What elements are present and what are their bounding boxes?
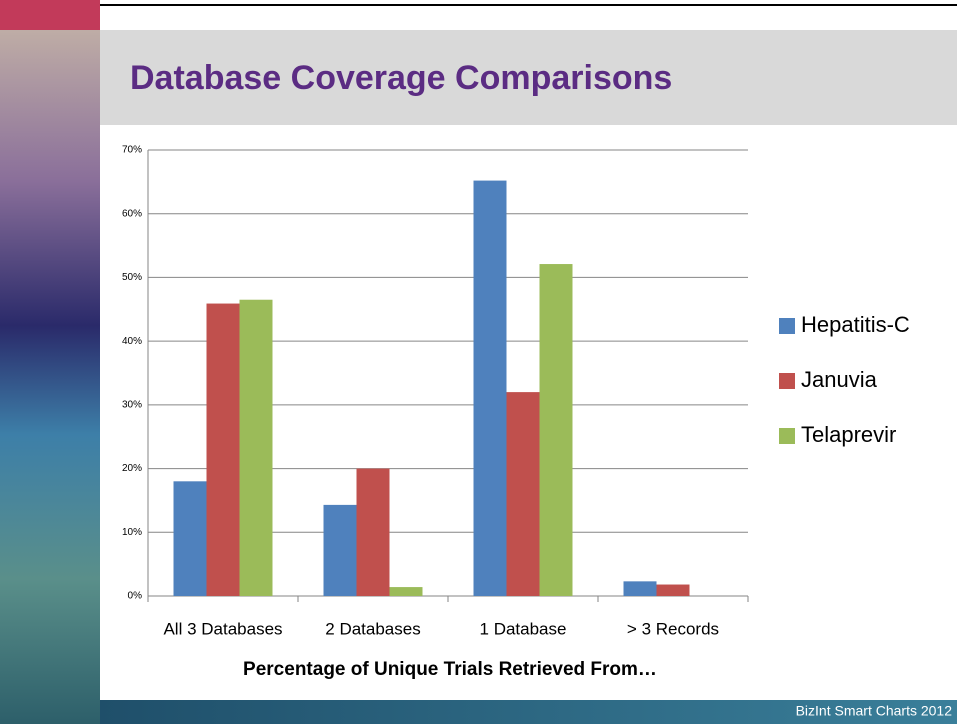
bar (657, 585, 690, 596)
bar (474, 181, 507, 596)
x-tick-label: 2 Databases (325, 619, 420, 638)
y-tick-label: 10% (122, 527, 142, 538)
bar (207, 304, 240, 596)
y-tick-label: 20% (122, 463, 142, 474)
slide: Database Coverage Comparisons Percentage… (0, 0, 957, 724)
legend-label: Januvia (801, 367, 878, 392)
x-tick-label: > 3 Records (627, 619, 719, 638)
y-tick-label: 60% (122, 208, 142, 219)
legend-swatch (779, 318, 795, 334)
y-tick-label: 40% (122, 336, 142, 347)
bar (624, 581, 657, 596)
legend-swatch (779, 428, 795, 444)
y-tick-label: 30% (122, 399, 142, 410)
side-decoration (0, 0, 100, 724)
bar (540, 264, 573, 596)
chart-title: Database Coverage Comparisons (130, 59, 672, 97)
legend-swatch (779, 373, 795, 389)
bar (507, 392, 540, 596)
bar (357, 469, 390, 596)
legend-label: Hepatitis-C (801, 312, 910, 337)
footer-text: BizInt Smart Charts 2012 (796, 703, 953, 719)
x-tick-label: All 3 Databases (163, 619, 282, 638)
bar (324, 505, 357, 596)
y-tick-label: 70% (122, 145, 142, 156)
y-tick-label: 0% (128, 591, 143, 602)
bar (174, 481, 207, 596)
corner-decoration (0, 0, 100, 30)
x-axis-title: Percentage of Unique Trials Retrieved Fr… (243, 659, 657, 680)
bar (240, 300, 273, 596)
legend-label: Telaprevir (801, 422, 896, 447)
bar (390, 587, 423, 596)
y-tick-label: 50% (122, 272, 142, 283)
x-tick-label: 1 Database (480, 619, 567, 638)
